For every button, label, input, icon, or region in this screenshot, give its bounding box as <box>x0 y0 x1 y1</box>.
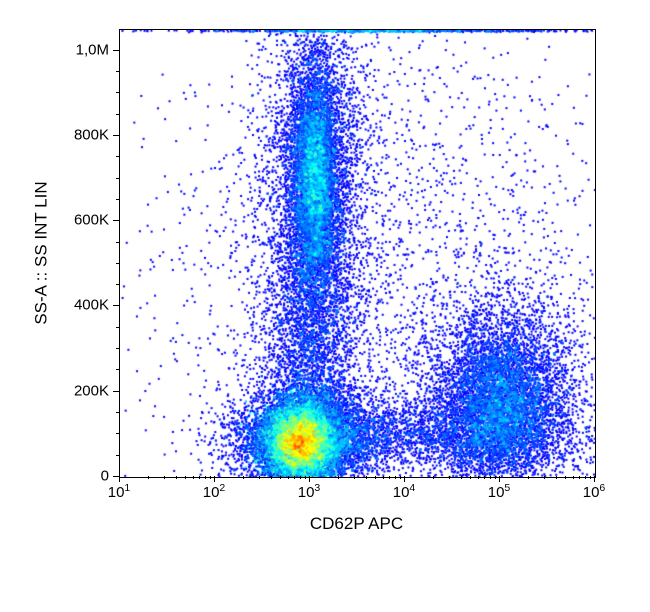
y-tick-label: 600K <box>74 212 109 229</box>
x-tick-minor <box>565 476 566 479</box>
x-tick-minor <box>375 476 376 479</box>
x-tick-minor <box>383 476 384 479</box>
x-tick-minor <box>366 476 367 479</box>
x-tick-minor <box>590 476 591 479</box>
x-axis-label: CD62P APC <box>119 514 594 534</box>
x-tick-minor <box>579 476 580 479</box>
x-tick-major <box>594 476 595 482</box>
x-tick-major <box>214 476 215 482</box>
y-tick-minor <box>116 156 119 157</box>
x-tick-label: 102 <box>203 484 226 501</box>
x-tick-minor <box>185 476 186 479</box>
x-tick-minor <box>199 476 200 479</box>
scatter-canvas <box>120 30 595 477</box>
x-tick-minor <box>585 476 586 479</box>
x-tick-minor <box>148 476 149 479</box>
x-tick-label: 104 <box>393 484 416 501</box>
x-tick-major <box>119 476 120 482</box>
x-tick-minor <box>556 476 557 479</box>
y-tick-label: 0 <box>101 468 109 485</box>
y-tick-minor <box>116 199 119 200</box>
x-tick-minor <box>243 476 244 479</box>
y-tick-minor <box>116 369 119 370</box>
y-tick-label: 400K <box>74 297 109 314</box>
x-tick-major <box>404 476 405 482</box>
x-tick-minor <box>395 476 396 479</box>
x-tick-major <box>309 476 310 482</box>
y-tick-minor <box>116 327 119 328</box>
x-tick-minor <box>271 476 272 479</box>
x-tick-minor <box>400 476 401 479</box>
x-tick-label: 103 <box>298 484 321 501</box>
x-tick-minor <box>433 476 434 479</box>
y-tick-minor <box>116 92 119 93</box>
x-tick-minor <box>338 476 339 479</box>
x-tick-minor <box>193 476 194 479</box>
y-tick-major <box>113 476 119 477</box>
x-tick-minor <box>176 476 177 479</box>
x-tick-minor <box>461 476 462 479</box>
y-tick-major <box>113 220 119 221</box>
y-tick-minor <box>116 114 119 115</box>
x-tick-label: 106 <box>583 484 606 501</box>
x-tick-minor <box>478 476 479 479</box>
x-tick-major <box>499 476 500 482</box>
y-tick-minor <box>116 284 119 285</box>
x-tick-minor <box>389 476 390 479</box>
y-axis-label: SS-A :: SS INT LIN <box>31 29 51 476</box>
x-tick-minor <box>164 476 165 479</box>
y-tick-label: 1,0M <box>76 41 109 58</box>
x-tick-minor <box>495 476 496 479</box>
x-tick-minor <box>544 476 545 479</box>
y-tick-minor <box>116 263 119 264</box>
x-tick-label: 101 <box>108 484 131 501</box>
y-tick-minor <box>116 71 119 72</box>
y-tick-minor <box>116 433 119 434</box>
x-tick-minor <box>490 476 491 479</box>
x-tick-minor <box>300 476 301 479</box>
y-tick-label: 800K <box>74 126 109 143</box>
y-tick-minor <box>116 455 119 456</box>
y-tick-minor <box>116 178 119 179</box>
flow-cytometry-figure: 101 102 103 104 105 106 0 200K 400K 600K 800K 1,0M… <box>0 0 650 612</box>
x-tick-minor <box>484 476 485 479</box>
x-tick-minor <box>528 476 529 479</box>
x-tick-minor <box>259 476 260 479</box>
y-tick-major <box>113 50 119 51</box>
x-tick-minor <box>280 476 281 479</box>
x-tick-label: 105 <box>488 484 511 501</box>
x-tick-minor <box>449 476 450 479</box>
plot-area <box>119 29 596 478</box>
x-tick-minor <box>573 476 574 479</box>
y-tick-label: 200K <box>74 382 109 399</box>
x-tick-minor <box>205 476 206 479</box>
y-tick-major <box>113 305 119 306</box>
x-tick-minor <box>210 476 211 479</box>
x-tick-minor <box>470 476 471 479</box>
y-tick-minor <box>116 242 119 243</box>
y-tick-major <box>113 391 119 392</box>
x-tick-minor <box>305 476 306 479</box>
y-tick-minor <box>116 348 119 349</box>
y-tick-minor <box>116 412 119 413</box>
x-tick-minor <box>354 476 355 479</box>
y-tick-major <box>113 135 119 136</box>
x-tick-minor <box>288 476 289 479</box>
x-tick-minor <box>294 476 295 479</box>
